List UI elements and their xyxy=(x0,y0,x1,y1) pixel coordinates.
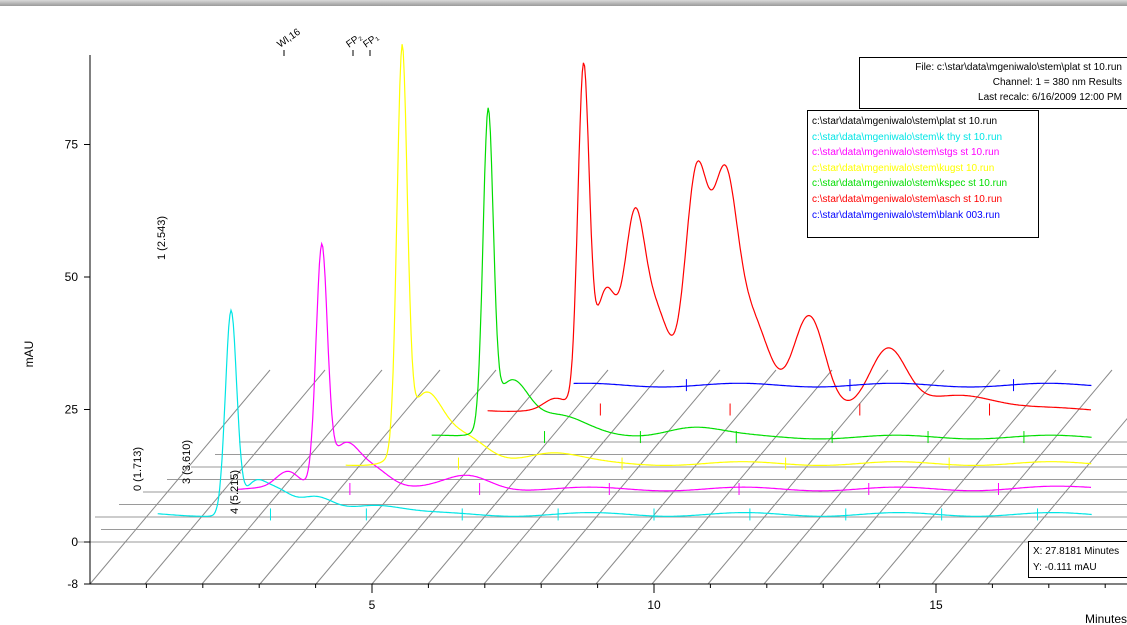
legend-item-plat[interactable]: c:\star\data\mgeniwalo\stem\plat st 10.r… xyxy=(812,116,998,127)
depth-gridline xyxy=(259,369,441,585)
y-tick-label: 50 xyxy=(65,270,79,284)
series-trace-4 xyxy=(487,62,1091,412)
series-trace-0 xyxy=(157,308,1092,517)
cursor-readout: X: 27.8181 Minutes Y: -0.111 mAU xyxy=(1028,541,1127,578)
x-axis-label: Minutes xyxy=(1085,612,1127,625)
legend[interactable]: c:\star\data\mgeniwalo\stem\plat st 10.r… xyxy=(807,110,1039,238)
y-tick-label: 25 xyxy=(65,403,79,417)
depth-gridline xyxy=(539,369,721,585)
plot-grid xyxy=(77,369,1127,585)
file-info-box: File: c:\star\data\mgeniwalo\stem\plat s… xyxy=(859,57,1127,109)
legend-item-kspec[interactable]: c:\star\data\mgeniwalo\stem\kspec st 10.… xyxy=(812,178,1008,190)
x-tick-label: 5 xyxy=(369,598,376,612)
y-axis-label: mAU xyxy=(22,341,36,368)
series-trace-2 xyxy=(345,44,1092,466)
cursor-x-value: X: 27.8181 Minutes xyxy=(1033,546,1120,557)
event-marker-label: Wl,16 xyxy=(275,27,303,51)
peak-label: 4 (5.215) xyxy=(229,470,241,514)
file-path-text: File: c:\star\data\mgeniwalo\stem\plat s… xyxy=(915,62,1122,73)
event-marker-label: FP₁ xyxy=(361,32,381,51)
depth-gridline xyxy=(144,369,326,585)
cursor-y-value: Y: -0.111 mAU xyxy=(1033,562,1097,573)
peak-label: 1 (2.543) xyxy=(156,216,168,260)
peak-label: 0 (1.713) xyxy=(132,447,144,491)
depth-gridline xyxy=(595,369,777,585)
depth-gridline xyxy=(483,369,665,585)
y-tick-label: 0 xyxy=(71,535,78,549)
depth-gridline xyxy=(763,369,945,585)
plot-axes: -802550755101520253035mAUMinutes xyxy=(22,55,1127,625)
x-tick-label: 15 xyxy=(929,598,943,612)
depth-gridline xyxy=(371,369,553,585)
legend-item-stgs[interactable]: c:\star\data\mgeniwalo\stem\stgs st 10.r… xyxy=(812,147,1000,159)
legend-item-k-thy[interactable]: c:\star\data\mgeniwalo\stem\k thy st 10.… xyxy=(812,131,1003,143)
depth-gridline xyxy=(819,369,1001,585)
y-tick-label: -8 xyxy=(67,577,78,591)
x-tick-label: 10 xyxy=(647,598,661,612)
channel-text: Channel: 1 = 380 nm Results xyxy=(992,77,1122,88)
legend-item-asch[interactable]: c:\star\data\mgeniwalo\stem\asch st 10.r… xyxy=(812,193,1003,205)
depth-gridline xyxy=(89,369,271,585)
peak-label: 3 (3.610) xyxy=(181,440,193,484)
series-layer xyxy=(157,44,1092,521)
window-top-edge xyxy=(0,0,1127,6)
series-trace-3 xyxy=(431,107,1092,440)
depth-gridline xyxy=(651,369,833,585)
depth-gridline xyxy=(707,369,889,585)
legend-item-kugst[interactable]: c:\star\data\mgeniwalo\stem\kugst 10.run xyxy=(812,162,995,174)
series-trace-5 xyxy=(573,382,1092,388)
y-tick-label: 75 xyxy=(65,138,79,152)
recalc-text: Last recalc: 6/16/2009 12:00 PM xyxy=(978,92,1122,103)
series-trace-1 xyxy=(237,241,1092,492)
depth-gridline xyxy=(427,369,609,585)
depth-gridline xyxy=(315,369,497,585)
legend-item-blank[interactable]: c:\star\data\mgeniwalo\stem\blank 003.ru… xyxy=(812,209,1000,221)
depth-gridline xyxy=(987,417,1127,585)
depth-gridline xyxy=(931,369,1113,585)
depth-gridline xyxy=(201,369,383,585)
